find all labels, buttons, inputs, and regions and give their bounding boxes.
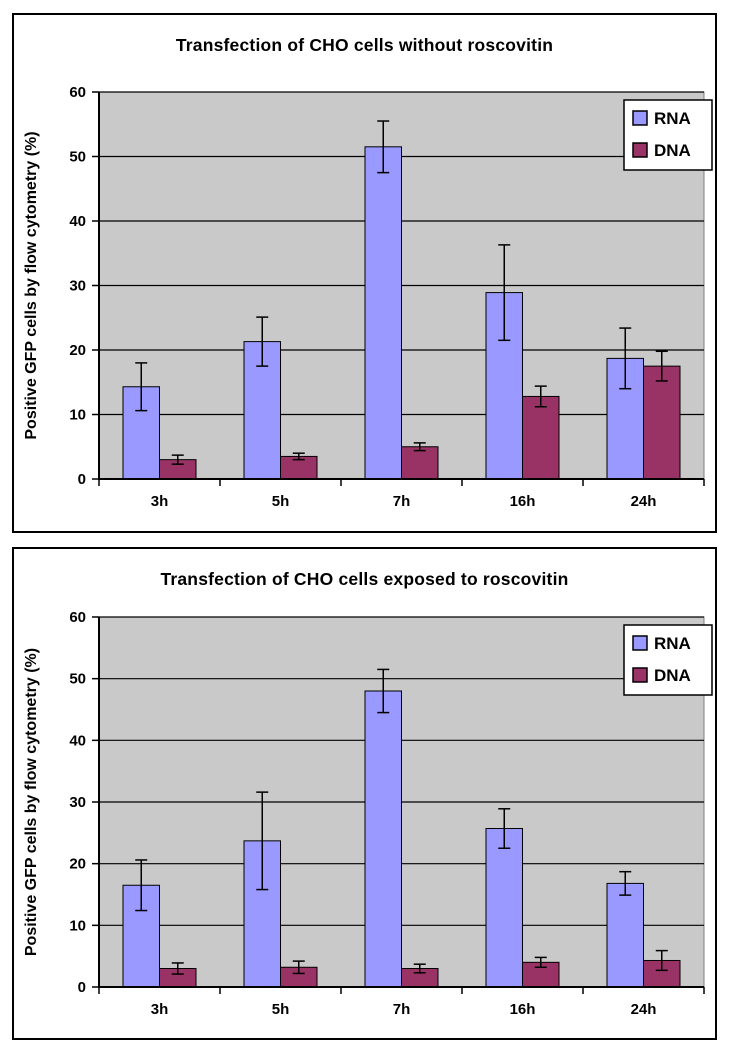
chart-panel-with-roscovitin: Transfection of CHO cells exposed to ros… — [12, 547, 717, 1040]
y-tick-label: 0 — [78, 979, 86, 996]
bar-rna-7h — [364, 690, 402, 988]
y-axis-title: Positive GFP cells by flow cytometry (%) — [23, 131, 40, 439]
legend-label-rna: RNA — [654, 109, 691, 128]
y-tick-label: 50 — [69, 149, 86, 166]
y-tick-label: 40 — [69, 213, 86, 230]
x-tick-label: 5h — [272, 1001, 290, 1018]
legend-swatch-dna — [632, 142, 648, 158]
bar-dna-7h — [401, 446, 439, 480]
chart-panel-without-roscovitin: Transfection of CHO cells without roscov… — [12, 13, 717, 533]
x-tick-label: 24h — [631, 493, 657, 510]
x-tick-label: 7h — [393, 1001, 411, 1018]
y-tick-label: 20 — [69, 856, 86, 873]
x-tick-label: 16h — [510, 1001, 536, 1018]
legend-swatch-rna — [632, 635, 648, 651]
y-axis-title: Positive GFP cells by flow cytometry (%) — [23, 648, 40, 956]
y-tick-label: 40 — [69, 732, 86, 749]
legend-label-dna: DNA — [654, 666, 691, 685]
x-tick-label: 5h — [272, 493, 290, 510]
y-tick-label: 30 — [69, 278, 86, 295]
y-tick-label: 60 — [69, 609, 86, 626]
legend-label-dna: DNA — [654, 141, 691, 160]
bar-rna-24h — [606, 882, 644, 988]
x-tick-label: 16h — [510, 493, 536, 510]
y-tick-label: 10 — [69, 917, 86, 934]
bar-chart-without-roscovitin: 0 10 20 30 40 50 60 3h 5h 7h 16h 24h Positive GFP ce… — [23, 84, 713, 510]
legend-swatch-dna — [632, 667, 648, 683]
x-tick-label: 3h — [151, 1001, 169, 1018]
x-tick-label: 24h — [631, 1001, 657, 1018]
chart-title: Transfection of CHO cells exposed to ros… — [160, 569, 569, 589]
bar-chart-with-roscovitin: 0 10 20 30 40 50 60 3h 5h 7h 16h 24h Positive GFP ce… — [23, 609, 713, 1018]
legend-label-rna: RNA — [654, 634, 691, 653]
bar-dna-16h — [522, 395, 560, 480]
x-tick-label: 7h — [393, 493, 411, 510]
y-tick-label: 20 — [69, 342, 86, 359]
x-tick-label: 3h — [151, 493, 169, 510]
y-tick-label: 50 — [69, 671, 86, 688]
y-tick-label: 0 — [78, 471, 86, 488]
bar-rna-7h — [364, 146, 402, 480]
bar-dna-24h — [643, 365, 681, 480]
y-tick-label: 30 — [69, 794, 86, 811]
y-tick-label: 60 — [69, 84, 86, 101]
bar-rna-16h — [485, 828, 523, 988]
chart-title: Transfection of CHO cells without roscov… — [175, 35, 554, 55]
legend-swatch-rna — [632, 110, 648, 126]
y-tick-label: 10 — [69, 407, 86, 424]
